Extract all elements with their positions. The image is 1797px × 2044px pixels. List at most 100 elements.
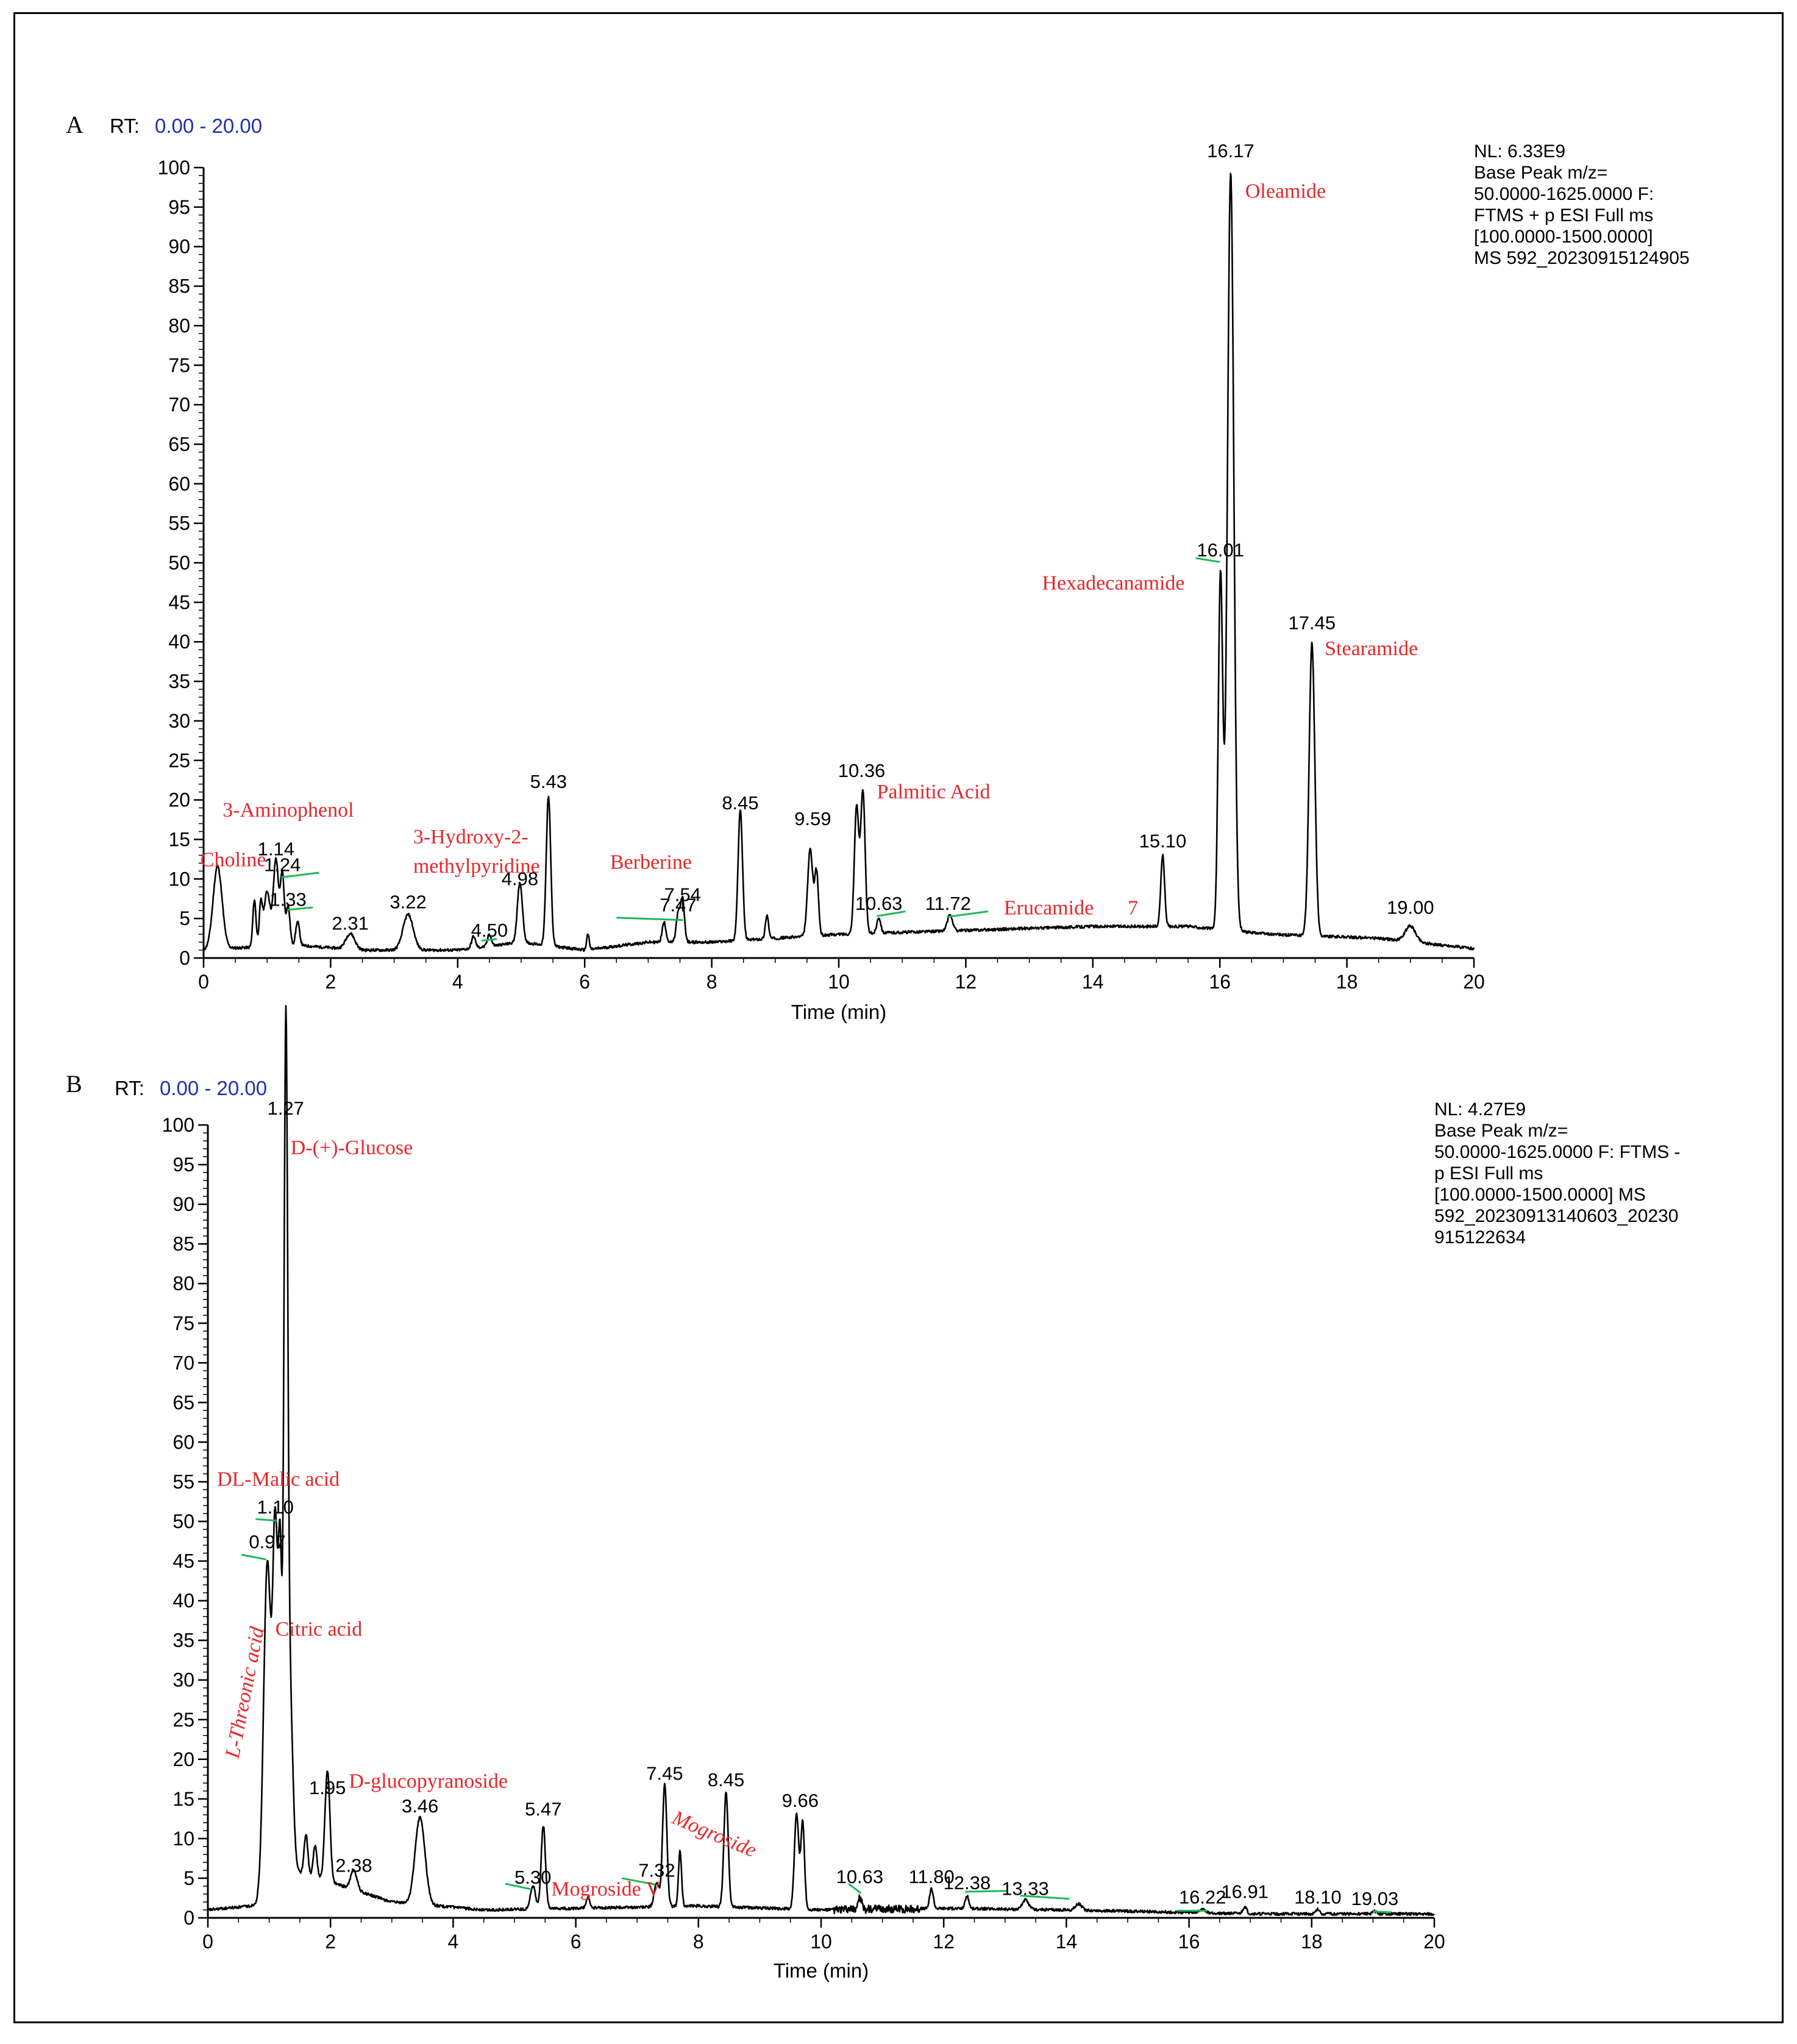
info-line: [100.0000-1500.0000] bbox=[1474, 227, 1653, 247]
panel-label: B bbox=[66, 1070, 82, 1098]
info-line: 50.0000-1625.0000 F: bbox=[1474, 184, 1654, 204]
compound-annotation: Erucamide bbox=[1004, 897, 1094, 920]
compound-annotation: 3-Hydroxy-2- bbox=[413, 826, 528, 848]
x-tick-label: 6 bbox=[579, 971, 590, 993]
info-line: 50.0000-1625.0000 F: FTMS - bbox=[1434, 1142, 1681, 1162]
y-tick-label: 35 bbox=[173, 1630, 194, 1652]
y-tick-label: 80 bbox=[173, 1272, 194, 1294]
info-line: 592_20230913140603_20230 bbox=[1434, 1206, 1678, 1226]
peak-rt-label: 16.17 bbox=[1207, 140, 1254, 161]
x-tick-label: 14 bbox=[1082, 971, 1104, 993]
peak-rt-label: 11.80 bbox=[908, 1866, 954, 1887]
integration-marker bbox=[848, 1883, 862, 1894]
rt-range-prefix: RT: bbox=[110, 115, 140, 137]
y-tick-label: 65 bbox=[173, 1391, 194, 1413]
y-tick-label: 30 bbox=[168, 710, 190, 732]
figure-frame bbox=[13, 12, 1784, 2023]
peak-rt-label: 3.46 bbox=[402, 1795, 438, 1817]
peak-rt-label: 19.00 bbox=[1387, 896, 1434, 918]
integration-marker bbox=[482, 938, 497, 942]
peak-rt-label: 5.47 bbox=[525, 1798, 561, 1820]
y-tick-label: 95 bbox=[168, 196, 190, 218]
peak-rt-label: 4.50 bbox=[471, 920, 508, 941]
x-tick-label: 12 bbox=[933, 1931, 955, 1953]
x-tick-label: 12 bbox=[955, 971, 977, 993]
x-tick-label: 16 bbox=[1209, 971, 1231, 993]
x-tick-label: 20 bbox=[1423, 1931, 1445, 1953]
peak-rt-label: 1.95 bbox=[309, 1777, 346, 1798]
info-line: Base Peak m/z= bbox=[1434, 1121, 1568, 1141]
integration-marker bbox=[1195, 557, 1220, 563]
compound-annotation: D-glucopyranoside bbox=[349, 1770, 508, 1793]
y-tick-label: 20 bbox=[168, 789, 190, 811]
info-line: NL: 6.33E9 bbox=[1474, 141, 1565, 161]
peak-rt-label: 0.97 bbox=[249, 1531, 285, 1553]
compound-annotation: methylpyridine bbox=[413, 855, 540, 878]
y-tick-label: 20 bbox=[173, 1748, 194, 1770]
y-tick-label: 15 bbox=[168, 828, 190, 850]
x-tick-label: 8 bbox=[706, 971, 717, 993]
y-tick-label: 80 bbox=[168, 314, 190, 336]
peak-rt-label: 17.45 bbox=[1289, 612, 1336, 633]
integration-marker bbox=[965, 1890, 1008, 1893]
integration-marker bbox=[255, 1518, 277, 1522]
y-tick-label: 0 bbox=[183, 1907, 194, 1929]
integration-marker bbox=[621, 1877, 656, 1886]
compound-annotation: Hexadecanamide bbox=[1042, 572, 1184, 595]
y-tick-label: 25 bbox=[173, 1709, 194, 1731]
x-tick-label: 16 bbox=[1178, 1931, 1200, 1953]
x-tick-label: 2 bbox=[325, 1931, 336, 1953]
panel-label: A bbox=[66, 111, 84, 138]
rt-range-prefix: RT: bbox=[115, 1077, 144, 1099]
compound-annotation: Mogroside bbox=[668, 1806, 760, 1862]
peak-rt-label: 5.43 bbox=[530, 771, 567, 792]
x-axis-label: Time (min) bbox=[791, 1001, 886, 1023]
integration-marker bbox=[877, 910, 906, 917]
y-tick-label: 15 bbox=[173, 1788, 194, 1810]
integration-marker bbox=[241, 1553, 266, 1561]
peak-rt-label: 5.30 bbox=[514, 1867, 551, 1888]
peak-rt-label: 16.01 bbox=[1197, 539, 1244, 561]
y-tick-label: 100 bbox=[162, 1114, 194, 1136]
x-tick-label: 14 bbox=[1056, 1931, 1078, 1953]
integration-marker bbox=[1020, 1895, 1070, 1900]
y-tick-label: 50 bbox=[173, 1511, 194, 1533]
peak-rt-label: 3.22 bbox=[390, 891, 426, 912]
compound-annotation: Stearamide bbox=[1325, 637, 1418, 660]
integration-marker bbox=[287, 906, 313, 911]
y-tick-label: 45 bbox=[173, 1550, 194, 1572]
info-line: FTMS + p ESI Full ms bbox=[1474, 205, 1653, 225]
x-tick-label: 6 bbox=[571, 1931, 582, 1953]
peak-rt-label: 7.45 bbox=[646, 1763, 683, 1784]
y-tick-label: 70 bbox=[168, 394, 190, 416]
peak-rt-label: 2.38 bbox=[335, 1855, 372, 1876]
info-line: MS 592_20230915124905 bbox=[1474, 248, 1690, 268]
x-tick-label: 8 bbox=[693, 1931, 704, 1953]
y-tick-label: 40 bbox=[173, 1590, 194, 1612]
compound-annotation: D-(+)-Glucose bbox=[291, 1137, 413, 1159]
compound-annotation: Citric acid bbox=[276, 1618, 363, 1641]
y-tick-label: 40 bbox=[168, 631, 190, 653]
y-tick-label: 10 bbox=[173, 1828, 194, 1850]
y-tick-label: 85 bbox=[168, 275, 190, 297]
info-line: 915122634 bbox=[1434, 1227, 1526, 1247]
x-tick-label: 0 bbox=[198, 971, 209, 993]
x-tick-label: 4 bbox=[448, 1931, 459, 1953]
y-tick-label: 60 bbox=[173, 1431, 194, 1453]
y-tick-label: 75 bbox=[173, 1312, 194, 1334]
compound-annotation: Choline bbox=[201, 849, 266, 871]
compound-annotation: Mogroside V bbox=[551, 1878, 661, 1901]
y-tick-label: 75 bbox=[168, 354, 190, 376]
peak-rt-label: 7.54 bbox=[664, 884, 700, 906]
peak-rt-label: 19.03 bbox=[1351, 1888, 1399, 1909]
y-tick-label: 10 bbox=[168, 868, 190, 890]
peak-rt-label: 1.14 bbox=[258, 838, 294, 859]
x-tick-label: 18 bbox=[1336, 971, 1358, 993]
peak-rt-label: 4.98 bbox=[502, 868, 538, 890]
x-tick-label: 18 bbox=[1301, 1931, 1323, 1953]
peak-rt-label: 15.10 bbox=[1139, 830, 1187, 851]
info-line: [100.0000-1500.0000] MS bbox=[1434, 1185, 1646, 1205]
compound-annotation: Oleamide bbox=[1245, 180, 1326, 202]
peak-rt-label: 10.63 bbox=[855, 893, 903, 914]
